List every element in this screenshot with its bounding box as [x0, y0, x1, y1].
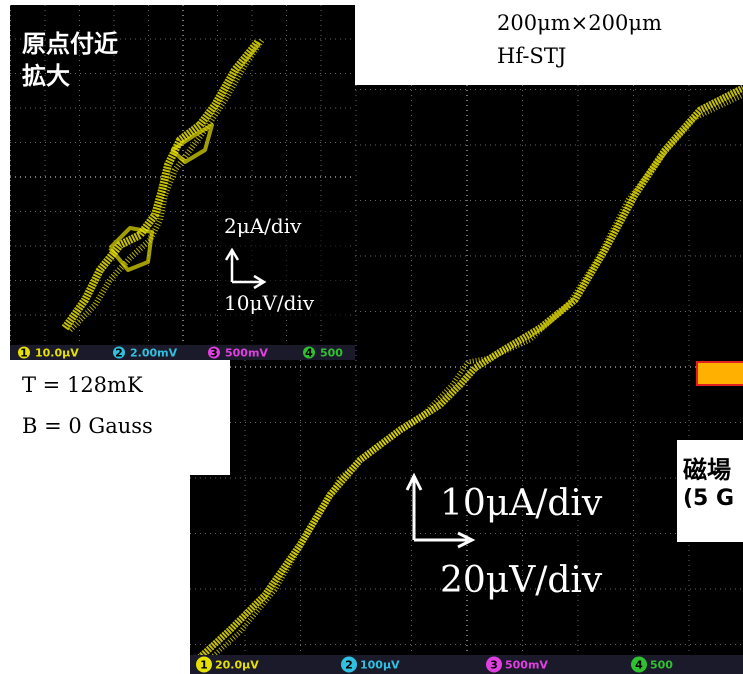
channel-number: 1 — [200, 659, 208, 672]
channel-scale: 500 — [320, 347, 343, 360]
temperature: T = 128mK — [22, 373, 143, 397]
channel-scale: 500 — [650, 659, 673, 672]
field-note: (5 G — [683, 486, 734, 511]
channel-number: 2 — [345, 659, 353, 672]
page: 120.0μV2100μV3500mV4500 110.0μV22.00mV35… — [0, 0, 743, 674]
legend-swatch — [697, 362, 743, 385]
inset-x-scale: 10μV/div — [224, 291, 315, 315]
figure: 120.0μV2100μV3500mV4500 110.0μV22.00mV35… — [0, 0, 743, 674]
sample-name: Hf-STJ — [497, 44, 566, 68]
channel-number: 3 — [490, 659, 498, 672]
channel-scale: 100μV — [360, 659, 400, 672]
channel-number: 4 — [635, 659, 643, 672]
main-x-scale: 20μV/div — [440, 560, 603, 601]
channel-scale: 500mV — [505, 659, 548, 672]
inset-title: 拡大 — [22, 62, 70, 90]
inset-y-scale: 2μA/div — [224, 214, 302, 238]
channel-number: 2 — [115, 347, 123, 360]
field-note: 磁場 — [683, 456, 731, 484]
field: B = 0 Gauss — [22, 414, 153, 438]
main-status-bar: 1 20.0μV 2 100μV 3 500mV 4 500 — [190, 655, 743, 674]
inset-title: 原点付近 — [22, 30, 118, 58]
channel-number: 4 — [305, 347, 313, 360]
main-y-scale: 10μA/div — [440, 483, 603, 524]
inset-status-bar: 1 10.0μV 2 2.00mV 3 500mV 4 500 — [10, 345, 355, 360]
channel-scale: 10.0μV — [35, 347, 79, 360]
channel-number: 1 — [20, 347, 28, 360]
channel-scale: 2.00mV — [130, 347, 178, 360]
channel-scale: 500mV — [225, 347, 268, 360]
channel-number: 3 — [210, 347, 218, 360]
sample-size: 200μm×200μm — [497, 11, 662, 35]
channel-scale: 20.0μV — [215, 659, 259, 672]
